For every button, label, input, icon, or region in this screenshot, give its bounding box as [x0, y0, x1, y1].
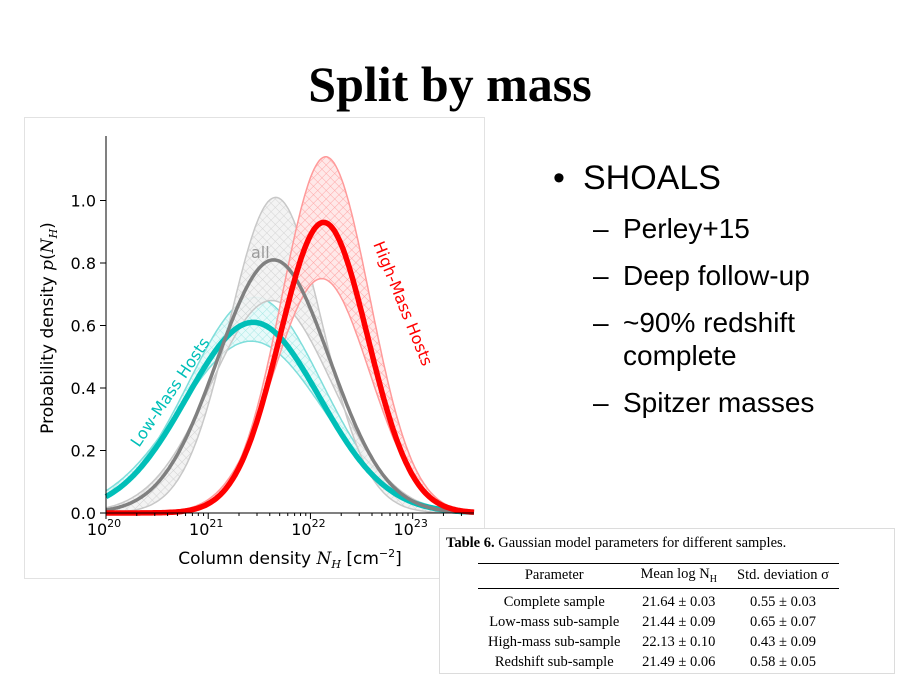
- table-cell: Low-mass sub-sample: [489, 614, 620, 630]
- table-row: Complete sample 21.64 ± 0.03 0.55 ± 0.03: [478, 589, 839, 613]
- table-panel: Table 6. Gaussian model parameters for d…: [439, 528, 895, 674]
- sub-bullet-text: Perley+15: [623, 213, 750, 244]
- axis-labels: Column density NH [cm−2] Probability den…: [38, 222, 402, 571]
- table-header-cell: Std. deviation σ: [727, 563, 839, 589]
- sub-bullet-dash: –: [593, 387, 609, 418]
- x-tick-label: 1022: [291, 517, 325, 539]
- table-cell: 0.55 ± 0.03: [750, 594, 816, 610]
- table-cell: 21.44 ± 0.09: [642, 614, 716, 630]
- sub-bullet-text: ~90% redshift complete: [623, 307, 795, 371]
- table-cell: 0.58 ± 0.05: [750, 654, 816, 670]
- table-row: Redshift sub-sample 21.49 ± 0.06 0.58 ± …: [478, 652, 839, 672]
- table-caption: Table 6. Gaussian model parameters for d…: [446, 535, 786, 552]
- x-axis-label: Column density NH [cm−2]: [178, 547, 402, 571]
- sub-bullet-dash: –: [593, 307, 609, 338]
- series-line-2: [105, 219, 475, 516]
- band-upper-edge: [106, 196, 474, 514]
- table-header-cell: Parameter: [478, 563, 631, 589]
- table-cell: Complete sample: [503, 594, 605, 610]
- bullet-list: • SHOALS – Perley+15 – Deep follow-up – …: [553, 158, 883, 419]
- sub-bullet-item: – Deep follow-up: [553, 259, 883, 292]
- bullet-item: • SHOALS: [553, 158, 883, 198]
- table-header-row: Parameter Mean log NH Std. deviation σ: [478, 563, 839, 589]
- table-cell: 21.49 ± 0.06: [642, 654, 716, 670]
- parameters-table: Parameter Mean log NH Std. deviation σ C…: [478, 563, 839, 672]
- y-ticks: 0.0 0.2 0.4 0.6 0.8 1.0: [71, 192, 106, 523]
- table-cell: 21.64 ± 0.03: [642, 594, 716, 610]
- sub-bullet-dash: –: [593, 260, 609, 291]
- x-tick-label: 1021: [189, 517, 223, 539]
- sub-bullet-item: – ~90% redshift complete: [553, 306, 883, 372]
- figure-panel: 0.0 0.2 0.4 0.6 0.8 1.0 1020 1021 1022 1023 Colu…: [24, 117, 485, 579]
- sub-bullet-item: – Perley+15: [553, 212, 883, 245]
- y-tick-label: 0.2: [71, 442, 96, 461]
- table-row: High-mass sub-sample 22.13 ± 0.10 0.43 ±…: [478, 632, 839, 652]
- sub-bullet-text: Spitzer masses: [623, 387, 815, 418]
- band-0: [106, 197, 474, 513]
- table-cell: 22.13 ± 0.10: [642, 634, 716, 650]
- y-tick-label: 1.0: [71, 192, 96, 211]
- y-tick-label: 0.4: [71, 379, 96, 398]
- table-cell: 0.43 ± 0.09: [750, 634, 816, 650]
- table-header-cell: Mean log NH: [630, 563, 727, 589]
- sub-bullet-item: – Spitzer masses: [553, 386, 883, 419]
- bullet-dot: •: [553, 159, 565, 197]
- x-tick-label: 1023: [393, 517, 427, 539]
- table-row: Low-mass sub-sample 21.44 ± 0.09 0.65 ± …: [478, 612, 839, 632]
- sub-bullet-text: Deep follow-up: [623, 260, 810, 291]
- y-tick-label: 0.0: [71, 504, 96, 523]
- y-tick-label: 0.8: [71, 254, 96, 273]
- slide-title: Split by mass: [308, 56, 592, 112]
- y-tick-label: 0.6: [71, 317, 96, 336]
- table-cell: 0.65 ± 0.07: [750, 614, 816, 630]
- series-lines: [104, 219, 475, 516]
- series-line-0: [105, 258, 475, 515]
- series-label-all: all: [251, 243, 270, 262]
- table-label: Table 6.: [446, 535, 495, 551]
- series-label-low-mass: Low-Mass Hosts: [127, 334, 214, 450]
- y-axis-label: Probability density p(NH): [38, 222, 60, 434]
- table-caption-text: Gaussian model parameters for different …: [494, 535, 787, 551]
- chart: 0.0 0.2 0.4 0.6 0.8 1.0 1020 1021 1022 1023 Colu…: [38, 136, 475, 571]
- table-cell: High-mass sub-sample: [488, 634, 621, 650]
- x-ticks: 1020 1021 1022 1023: [87, 513, 462, 539]
- table-cell: Redshift sub-sample: [494, 654, 614, 670]
- sub-bullet-dash: –: [593, 213, 609, 244]
- bullet-text: SHOALS: [583, 159, 721, 197]
- x-tick-label: 1020: [87, 517, 121, 539]
